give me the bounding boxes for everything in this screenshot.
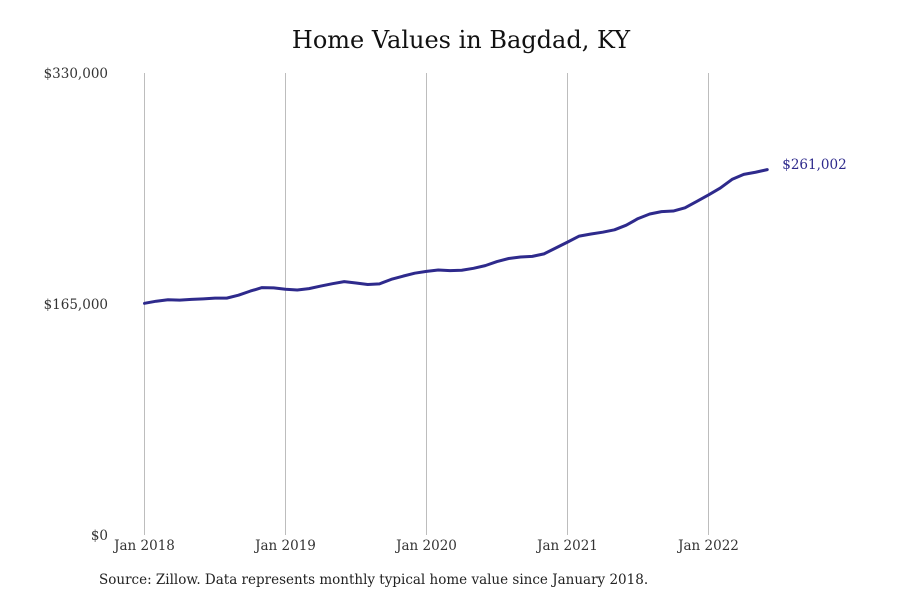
x-tick-label: Jan 2020 [394, 538, 457, 554]
x-axis-ticks: Jan 2018 Jan 2019 Jan 2020 Jan 2021 Jan 2022 [112, 538, 739, 554]
chart-title: Home Values in Bagdad, KY [291, 26, 631, 54]
x-tick-label: Jan 2022 [676, 538, 739, 554]
y-tick-label: $165,000 [44, 297, 108, 313]
x-tick-label: Jan 2018 [112, 538, 175, 554]
end-value-label: $261,002 [782, 157, 846, 173]
x-tick-label: Jan 2021 [535, 538, 598, 554]
series-layer: $261,002 [143, 157, 847, 305]
y-tick-label: $330,000 [44, 66, 108, 82]
y-axis-ticks: $0 $165,000 $330,000 [44, 66, 108, 544]
x-tick-label: Jan 2019 [253, 538, 316, 554]
series-line [143, 168, 769, 305]
y-tick-label: $0 [91, 528, 108, 544]
gridlines [144, 73, 709, 535]
source-note: Source: Zillow. Data represents monthly … [99, 572, 649, 588]
